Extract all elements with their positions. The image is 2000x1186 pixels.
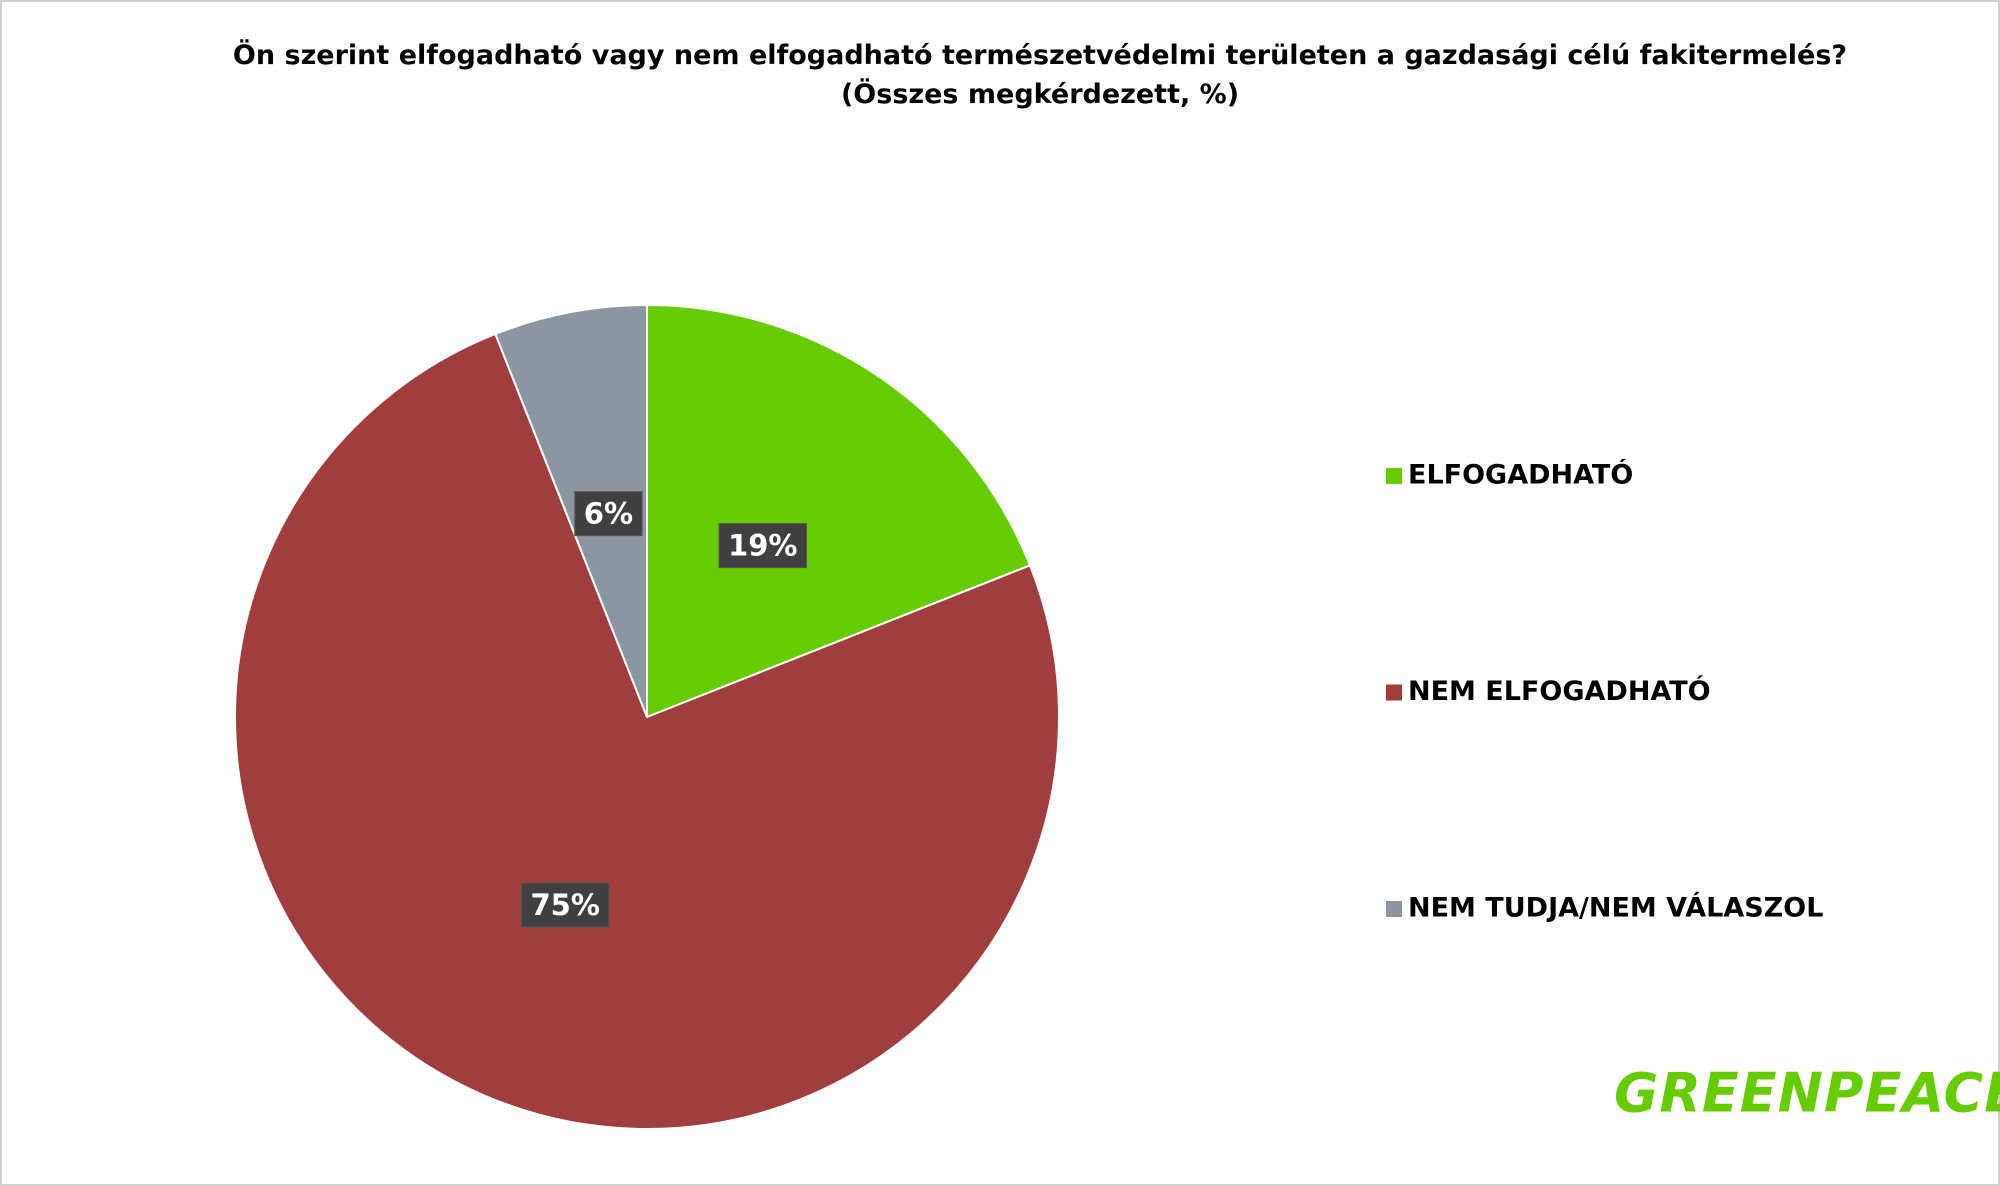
legend-swatch xyxy=(1386,901,1402,917)
legend-label: NEM ELFOGADHATÓ xyxy=(1408,675,1711,707)
legend-swatch xyxy=(1386,684,1402,701)
data-label: 75% xyxy=(530,888,599,922)
chart-subtitle: (Összes megkérdezett, %) xyxy=(840,79,1240,110)
data-label-box xyxy=(520,882,610,928)
pie-slice xyxy=(494,303,648,718)
legend-label: ELFOGADHATÓ xyxy=(1408,459,1633,491)
data-label: 6% xyxy=(584,497,633,531)
legend-label: NEM TUDJA/NEM VÁLASZOL xyxy=(1408,892,1823,924)
data-label: 19% xyxy=(728,529,797,563)
pie-slice xyxy=(646,303,1032,719)
pie-slice xyxy=(234,332,1060,1130)
chart-title: Ön szerint elfogadható vagy nem elfogadh… xyxy=(232,40,1848,71)
data-label-box xyxy=(718,523,808,569)
logo: GREENPEACE xyxy=(1614,1062,2000,1125)
data-label-box xyxy=(574,491,643,537)
titles: Ön szerint elfogadható vagy nem elfogadh… xyxy=(230,36,1850,114)
legend-swatch xyxy=(1386,468,1402,484)
